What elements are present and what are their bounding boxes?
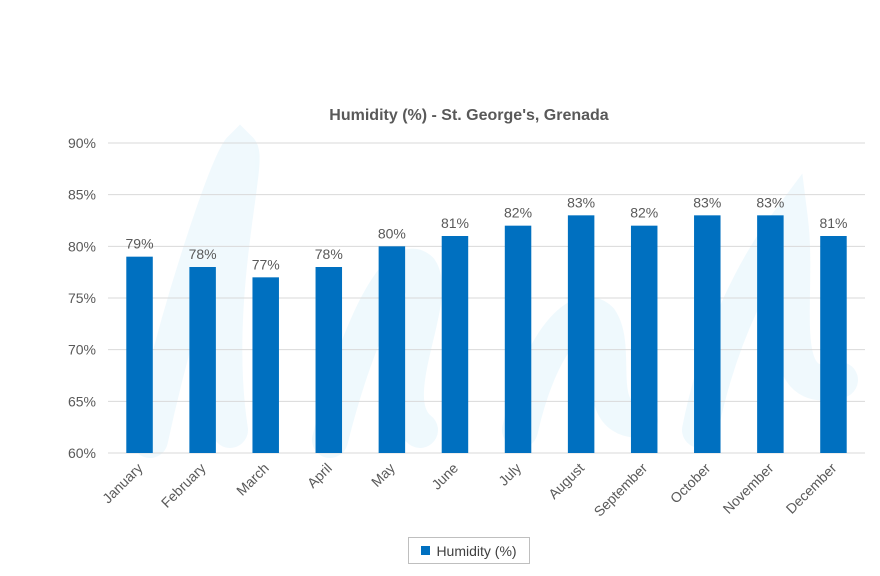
data-label: 83% [756, 194, 784, 210]
bar-october [694, 215, 721, 453]
data-label: 83% [567, 194, 595, 210]
data-label: 83% [693, 194, 721, 210]
y-tick-label: 80% [68, 238, 96, 254]
bar-august [567, 215, 595, 453]
data-labels: 79% 78% 77% 78% 80% 81% 82% 83% 82% 83% 83% 81% [126, 194, 848, 272]
x-tick-label: May [368, 460, 398, 490]
bar-march [252, 277, 279, 453]
x-tick-label: December [783, 460, 840, 517]
data-label: 82% [630, 205, 658, 221]
y-tick-label: 85% [68, 187, 96, 203]
bar-june [441, 236, 469, 453]
bar-december [820, 236, 847, 453]
y-tick-label: 90% [68, 135, 96, 151]
bar-september [630, 225, 658, 453]
x-tick-label: June [428, 460, 461, 493]
bar-april [315, 267, 343, 453]
watermark [132, 124, 858, 458]
data-label: 78% [315, 246, 343, 262]
data-label: 80% [378, 225, 406, 241]
y-axis: 60% 65% 70% 75% 80% 85% 90% [68, 135, 96, 461]
x-tick-label: August [545, 460, 587, 502]
x-tick-label: September [591, 460, 651, 520]
legend: Humidity (%) [408, 537, 530, 564]
x-tick-label: July [495, 460, 524, 489]
legend-label: Humidity (%) [436, 542, 517, 559]
bar-july [504, 225, 532, 453]
bar-february [189, 267, 216, 453]
x-tick-label: November [720, 460, 777, 517]
chart-title: Humidity (%) - St. George's, Grenada [329, 107, 609, 124]
data-label: 79% [126, 236, 154, 252]
x-tick-label: January [99, 460, 146, 507]
data-label: 78% [189, 246, 217, 262]
data-label: 81% [441, 215, 469, 231]
x-tick-label: April [304, 460, 335, 491]
data-label: 82% [504, 205, 532, 221]
x-tick-label: March [233, 460, 272, 499]
legend-swatch [421, 546, 431, 555]
y-tick-label: 75% [68, 290, 96, 306]
data-label: 81% [819, 215, 847, 231]
bar-november [757, 215, 784, 453]
bar-series [126, 215, 847, 453]
y-tick-label: 65% [68, 393, 96, 409]
bar-may [378, 246, 406, 453]
gridlines [108, 142, 865, 454]
y-tick-label: 70% [68, 342, 96, 358]
x-tick-label: February [158, 460, 209, 511]
y-tick-label: 60% [68, 445, 96, 461]
data-label: 77% [252, 256, 280, 272]
bar-january [126, 256, 153, 453]
x-axis: January February March April May June July Augu… [99, 460, 840, 520]
x-tick-label: October [667, 460, 714, 507]
